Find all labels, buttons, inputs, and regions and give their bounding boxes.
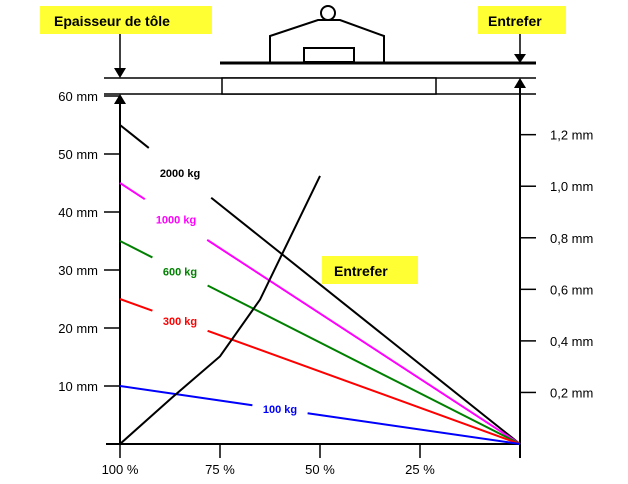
series-label: 1000 kg — [156, 215, 196, 227]
air-gap-curve — [119, 175, 321, 445]
series-line-segment — [210, 196, 521, 445]
series-line-segment — [119, 240, 153, 259]
series-label: 100 kg — [263, 404, 297, 416]
series-line-segment — [119, 124, 150, 149]
sheet-thickness-label: Epaisseur de tôle — [40, 6, 212, 34]
right-tick-label: 0,8 mm — [550, 231, 593, 246]
left-tick-label: 50 mm — [58, 147, 98, 162]
sheet-thickness-label-text: Epaisseur de tôle — [54, 13, 170, 29]
series-layer: 2000 kg 1000 kg 600 kg 300 kg 100 kg — [119, 124, 521, 445]
left-tick-label: 40 mm — [58, 205, 98, 220]
thickness-arrowhead-up — [114, 94, 126, 104]
left-tick-label: 20 mm — [58, 321, 98, 336]
x-tick-label: 100 % — [102, 462, 139, 477]
x-tick-label: 75 % — [205, 462, 235, 477]
right-tick-label: 0,6 mm — [550, 282, 593, 297]
series-label: 600 kg — [163, 266, 197, 278]
series-label: 2000 kg — [160, 168, 200, 180]
air-gap-curve-label-box — [322, 256, 418, 284]
air-gap-top-label: Entrefer — [478, 6, 566, 34]
series-line-segment — [207, 329, 521, 445]
right-tick-label: 0,2 mm — [550, 385, 593, 400]
magnet-core — [303, 47, 355, 63]
air-gap-top-label-text: Entrefer — [488, 13, 542, 29]
left-tick-label: 60 mm — [58, 89, 98, 104]
sheet-thickness-label-box — [40, 6, 212, 34]
magnet-diagram — [104, 5, 536, 104]
series-line-segment — [119, 182, 146, 201]
right-tick-label: 0,4 mm — [550, 334, 593, 349]
x-tick-label: 25 % — [405, 462, 435, 477]
thickness-arrowhead-down — [114, 68, 126, 78]
air-gap-curve-layer — [119, 175, 321, 445]
load-block — [221, 77, 437, 95]
series-label: 300 kg — [163, 316, 197, 328]
left-axis-ticks: 10 mm 20 mm 30 mm 40 mm 50 mm 60 mm — [58, 89, 120, 394]
series-line-segment — [206, 239, 521, 445]
x-tick-label: 50 % — [305, 462, 335, 477]
right-axis-ticks: 0,2 mm 0,4 mm 0,6 mm 0,8 mm 1,0 mm 1,2 mm — [520, 128, 593, 400]
series-line-segment — [307, 412, 521, 445]
magnet-lifting-eye — [320, 5, 336, 21]
left-tick-label: 10 mm — [58, 379, 98, 394]
series-line-segment — [119, 385, 253, 407]
magnet-housing — [269, 19, 385, 62]
gap-arrowhead-up — [514, 78, 526, 88]
air-gap-top-label-box — [478, 6, 566, 34]
right-tick-label: 1,2 mm — [550, 128, 593, 143]
series-line-segment — [207, 284, 521, 445]
series-line-segment — [119, 298, 153, 312]
air-gap-curve-label-text: Entrefer — [334, 263, 388, 279]
gap-arrowhead-down — [514, 54, 526, 63]
left-tick-label: 30 mm — [58, 263, 98, 278]
right-tick-label: 1,0 mm — [550, 179, 593, 194]
air-gap-curve-label: Entrefer — [322, 256, 418, 284]
x-axis-ticks: 100 % 75 % 50 % 25 % — [102, 444, 521, 477]
